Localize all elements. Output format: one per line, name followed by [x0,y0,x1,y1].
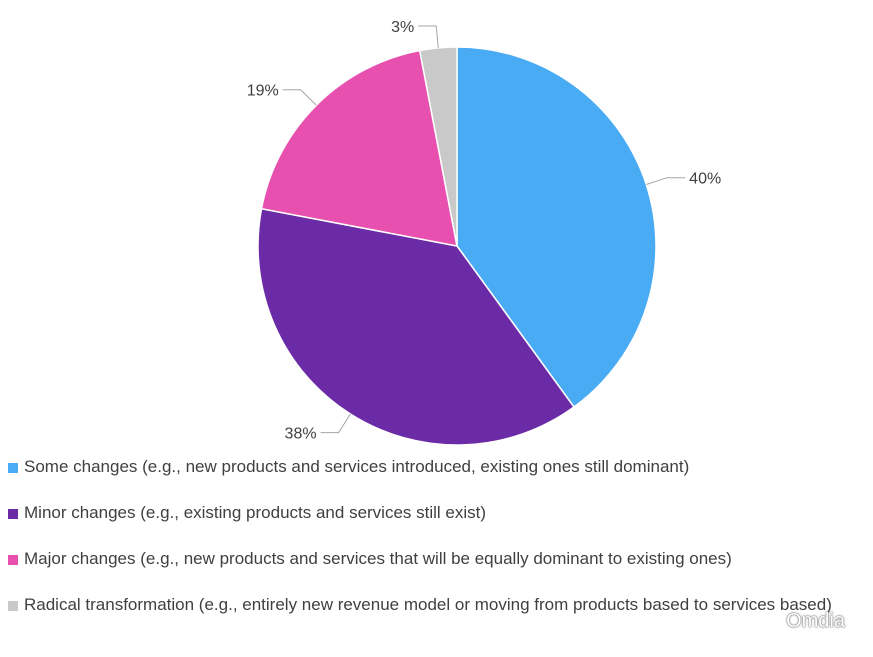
leader-line [320,413,351,434]
label-major-changes: 19% [247,83,279,100]
legend-label: Major changes (e.g., new products and se… [24,549,732,568]
leader-line [418,25,439,48]
label-radical-transformation: 3% [391,19,414,36]
legend-label: Minor changes (e.g., existing products a… [24,503,487,522]
legend-swatch [8,601,18,611]
wechat-icon [754,611,779,632]
legend-item-major-changes: Major changes (e.g., new products and se… [8,548,870,594]
label-some-changes: 40% [689,171,721,188]
legend-item-minor-changes: Minor changes (e.g., existing products a… [8,502,870,548]
legend-swatch [8,509,18,519]
legend-item-radical-transformation: Radical transformation (e.g., entirely n… [8,594,870,642]
legend: Some changes (e.g., new products and ser… [8,456,870,642]
watermark: Omdia [754,610,845,633]
pie-chart: 40% 38% 19% 3% [247,19,721,446]
legend-label: Some changes (e.g., new products and ser… [24,457,690,476]
legend-swatch [8,555,18,565]
slice-minor-changes [257,207,576,446]
slice-major-changes [260,49,458,247]
watermark-text: Omdia [786,610,845,632]
legend-swatch [8,463,18,473]
label-minor-changes: 38% [285,426,317,443]
legend-item-some-changes: Some changes (e.g., new products and ser… [8,456,870,502]
leader-line [646,177,686,185]
legend-label: Radical transformation (e.g., entirely n… [24,595,832,614]
slice-some-changes [456,46,657,409]
leader-line [282,89,317,106]
